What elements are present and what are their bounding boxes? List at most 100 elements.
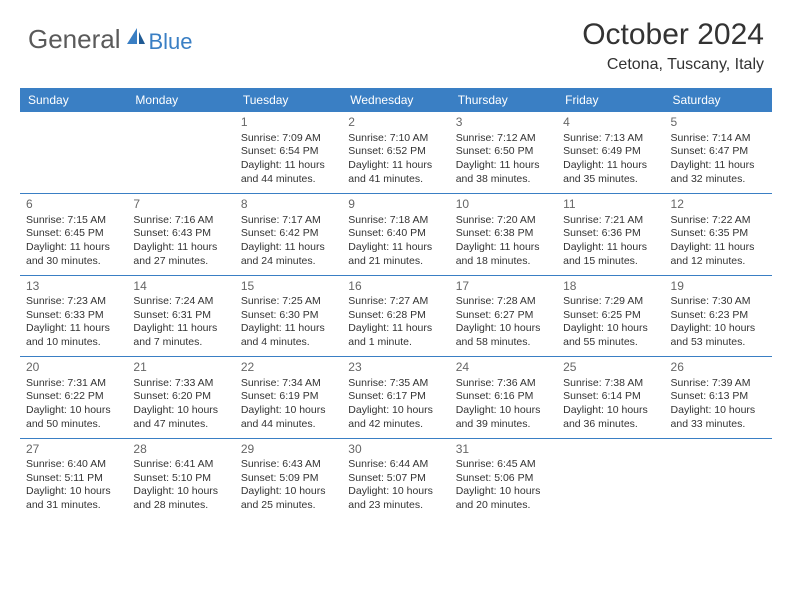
day-number: 1 xyxy=(241,115,336,131)
sunset-text: Sunset: 5:09 PM xyxy=(241,472,336,486)
day-cell: 31Sunrise: 6:45 AMSunset: 5:06 PMDayligh… xyxy=(450,438,557,519)
day-cell: 27Sunrise: 6:40 AMSunset: 5:11 PMDayligh… xyxy=(20,438,127,519)
day-number: 21 xyxy=(133,360,228,376)
day-cell: 17Sunrise: 7:28 AMSunset: 6:27 PMDayligh… xyxy=(450,275,557,356)
sunset-text: Sunset: 6:36 PM xyxy=(563,227,658,241)
blank-cell xyxy=(665,438,772,519)
sunrise-text: Sunrise: 7:10 AM xyxy=(348,132,443,146)
day-cell: 2Sunrise: 7:10 AMSunset: 6:52 PMDaylight… xyxy=(342,112,449,193)
sunrise-text: Sunrise: 7:36 AM xyxy=(456,377,551,391)
sunrise-text: Sunrise: 7:16 AM xyxy=(133,214,228,228)
day-number: 12 xyxy=(671,197,766,213)
sunset-text: Sunset: 6:50 PM xyxy=(456,145,551,159)
month-title: October 2024 xyxy=(582,18,764,52)
calendar-table: SundayMondayTuesdayWednesdayThursdayFrid… xyxy=(20,88,772,519)
sunrise-text: Sunrise: 7:31 AM xyxy=(26,377,121,391)
day-cell: 1Sunrise: 7:09 AMSunset: 6:54 PMDaylight… xyxy=(235,112,342,193)
sunset-text: Sunset: 5:06 PM xyxy=(456,472,551,486)
daylight-text: Daylight: 11 hours and 27 minutes. xyxy=(133,241,228,268)
day-number: 24 xyxy=(456,360,551,376)
sunrise-text: Sunrise: 7:38 AM xyxy=(563,377,658,391)
week-row: 6Sunrise: 7:15 AMSunset: 6:45 PMDaylight… xyxy=(20,194,772,275)
sunset-text: Sunset: 5:11 PM xyxy=(26,472,121,486)
sunrise-text: Sunrise: 6:43 AM xyxy=(241,458,336,472)
logo-text-blue: Blue xyxy=(149,29,193,55)
day-cell: 26Sunrise: 7:39 AMSunset: 6:13 PMDayligh… xyxy=(665,357,772,438)
day-number: 22 xyxy=(241,360,336,376)
sunset-text: Sunset: 6:19 PM xyxy=(241,390,336,404)
day-cell: 24Sunrise: 7:36 AMSunset: 6:16 PMDayligh… xyxy=(450,357,557,438)
day-cell: 29Sunrise: 6:43 AMSunset: 5:09 PMDayligh… xyxy=(235,438,342,519)
blank-cell xyxy=(20,112,127,193)
week-row: 20Sunrise: 7:31 AMSunset: 6:22 PMDayligh… xyxy=(20,357,772,438)
day-number: 7 xyxy=(133,197,228,213)
day-number: 15 xyxy=(241,279,336,295)
day-number: 16 xyxy=(348,279,443,295)
blank-cell xyxy=(127,112,234,193)
logo: General Blue xyxy=(28,24,193,55)
day-number: 31 xyxy=(456,442,551,458)
week-row: 13Sunrise: 7:23 AMSunset: 6:33 PMDayligh… xyxy=(20,275,772,356)
daylight-text: Daylight: 11 hours and 4 minutes. xyxy=(241,322,336,349)
page-header: General Blue October 2024 Cetona, Tuscan… xyxy=(0,0,792,80)
sunset-text: Sunset: 6:17 PM xyxy=(348,390,443,404)
day-of-week-header: Tuesday xyxy=(235,88,342,112)
sunrise-text: Sunrise: 7:09 AM xyxy=(241,132,336,146)
day-cell: 4Sunrise: 7:13 AMSunset: 6:49 PMDaylight… xyxy=(557,112,664,193)
sunset-text: Sunset: 6:22 PM xyxy=(26,390,121,404)
sunset-text: Sunset: 6:45 PM xyxy=(26,227,121,241)
day-number: 3 xyxy=(456,115,551,131)
daylight-text: Daylight: 10 hours and 33 minutes. xyxy=(671,404,766,431)
day-number: 9 xyxy=(348,197,443,213)
sunset-text: Sunset: 6:54 PM xyxy=(241,145,336,159)
sunrise-text: Sunrise: 7:30 AM xyxy=(671,295,766,309)
day-number: 30 xyxy=(348,442,443,458)
sunrise-text: Sunrise: 7:15 AM xyxy=(26,214,121,228)
day-number: 29 xyxy=(241,442,336,458)
daylight-text: Daylight: 10 hours and 28 minutes. xyxy=(133,485,228,512)
daylight-text: Daylight: 10 hours and 25 minutes. xyxy=(241,485,336,512)
day-number: 6 xyxy=(26,197,121,213)
day-of-week-header: Saturday xyxy=(665,88,772,112)
day-cell: 25Sunrise: 7:38 AMSunset: 6:14 PMDayligh… xyxy=(557,357,664,438)
daylight-text: Daylight: 11 hours and 38 minutes. xyxy=(456,159,551,186)
sunset-text: Sunset: 6:42 PM xyxy=(241,227,336,241)
sunrise-text: Sunrise: 7:28 AM xyxy=(456,295,551,309)
day-number: 10 xyxy=(456,197,551,213)
daylight-text: Daylight: 10 hours and 39 minutes. xyxy=(456,404,551,431)
day-number: 25 xyxy=(563,360,658,376)
daylight-text: Daylight: 10 hours and 47 minutes. xyxy=(133,404,228,431)
calendar-body: 1Sunrise: 7:09 AMSunset: 6:54 PMDaylight… xyxy=(20,112,772,519)
sunset-text: Sunset: 6:35 PM xyxy=(671,227,766,241)
day-cell: 6Sunrise: 7:15 AMSunset: 6:45 PMDaylight… xyxy=(20,194,127,275)
sunset-text: Sunset: 6:31 PM xyxy=(133,309,228,323)
daylight-text: Daylight: 11 hours and 35 minutes. xyxy=(563,159,658,186)
sunset-text: Sunset: 6:16 PM xyxy=(456,390,551,404)
sunrise-text: Sunrise: 7:21 AM xyxy=(563,214,658,228)
daylight-text: Daylight: 11 hours and 24 minutes. xyxy=(241,241,336,268)
daylight-text: Daylight: 10 hours and 44 minutes. xyxy=(241,404,336,431)
sunrise-text: Sunrise: 6:40 AM xyxy=(26,458,121,472)
sunset-text: Sunset: 6:33 PM xyxy=(26,309,121,323)
day-number: 11 xyxy=(563,197,658,213)
sunrise-text: Sunrise: 7:29 AM xyxy=(563,295,658,309)
day-cell: 5Sunrise: 7:14 AMSunset: 6:47 PMDaylight… xyxy=(665,112,772,193)
sunset-text: Sunset: 6:20 PM xyxy=(133,390,228,404)
blank-cell xyxy=(557,438,664,519)
sunrise-text: Sunrise: 7:20 AM xyxy=(456,214,551,228)
day-cell: 8Sunrise: 7:17 AMSunset: 6:42 PMDaylight… xyxy=(235,194,342,275)
day-number: 4 xyxy=(563,115,658,131)
title-block: October 2024 Cetona, Tuscany, Italy xyxy=(582,18,764,74)
day-cell: 7Sunrise: 7:16 AMSunset: 6:43 PMDaylight… xyxy=(127,194,234,275)
day-cell: 23Sunrise: 7:35 AMSunset: 6:17 PMDayligh… xyxy=(342,357,449,438)
sunrise-text: Sunrise: 6:45 AM xyxy=(456,458,551,472)
sunset-text: Sunset: 6:27 PM xyxy=(456,309,551,323)
sunrise-text: Sunrise: 7:34 AM xyxy=(241,377,336,391)
location: Cetona, Tuscany, Italy xyxy=(582,56,764,74)
sunrise-text: Sunrise: 7:17 AM xyxy=(241,214,336,228)
daylight-text: Daylight: 11 hours and 30 minutes. xyxy=(26,241,121,268)
day-cell: 9Sunrise: 7:18 AMSunset: 6:40 PMDaylight… xyxy=(342,194,449,275)
sunrise-text: Sunrise: 7:14 AM xyxy=(671,132,766,146)
daylight-text: Daylight: 11 hours and 44 minutes. xyxy=(241,159,336,186)
day-number: 14 xyxy=(133,279,228,295)
